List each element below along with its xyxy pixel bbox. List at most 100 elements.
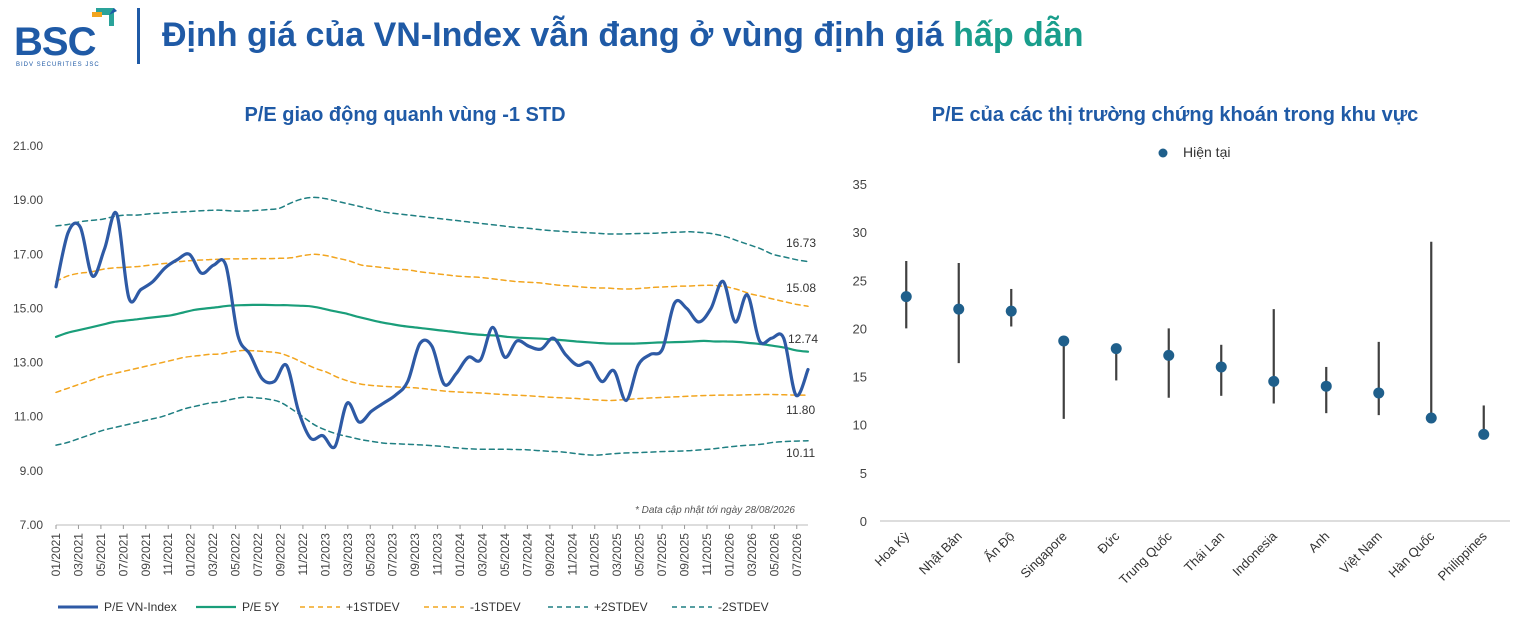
pe-legend-label: -1STDEV bbox=[470, 600, 521, 614]
series--1stdev bbox=[55, 349, 809, 402]
pe-legend-label: P/E 5Y bbox=[242, 600, 279, 614]
current-pe-point bbox=[1058, 335, 1070, 347]
region-y-tick-label: 10 bbox=[853, 418, 867, 433]
pe-x-tick-label: 01/2025 bbox=[588, 533, 602, 577]
pe-x-tick-label: 11/2025 bbox=[700, 533, 714, 576]
data-update-note: * Data cập nhật tới ngày 28/08/2026 bbox=[635, 505, 795, 516]
pe-vnindex-chart: P/E giao động quanh vùng -1 STD 7.00 9.00… bbox=[13, 104, 818, 614]
region-x-tick-label: Việt Nam bbox=[1337, 529, 1385, 577]
pe-x-tick-label: 07/2024 bbox=[520, 533, 534, 577]
pe-y-tick-label: 7.00 bbox=[20, 518, 44, 532]
pe-legend-label: P/E VN-Index bbox=[104, 600, 177, 614]
logo-subtitle: BIDV SECURITIES JSC bbox=[16, 62, 100, 68]
pe-y-tick-label: 9.00 bbox=[20, 464, 44, 478]
pe-x-tick-label: 01/2021 bbox=[49, 533, 63, 577]
pe-x-tick-label: 01/2026 bbox=[722, 533, 736, 577]
region-x-tick-label: Hoa Kỳ bbox=[872, 528, 913, 569]
region-x-tick-label: Singapore bbox=[1017, 529, 1070, 582]
region-x-tick-label: Indonesia bbox=[1229, 528, 1280, 579]
region-y-tick-label: 20 bbox=[853, 321, 867, 336]
pe-y-tick-label: 19.00 bbox=[13, 193, 43, 207]
end-label-minus1: 11.80 bbox=[786, 403, 815, 417]
series-p-e-5y bbox=[54, 303, 810, 353]
bsc-logo[interactable]: BSC BIDV SECURITIES JSC bbox=[12, 4, 122, 72]
pe-x-tick-label: 03/2024 bbox=[476, 533, 490, 577]
pe-legend-label: +2STDEV bbox=[594, 600, 648, 614]
pe-x-tick-label: 05/2023 bbox=[363, 533, 377, 577]
pe-x-tick-label: 03/2023 bbox=[341, 533, 355, 577]
region-y-tick-label: 25 bbox=[853, 273, 867, 288]
region-y-tick-label: 35 bbox=[853, 177, 867, 192]
pe-x-tick-label: 01/2023 bbox=[318, 533, 332, 577]
pe-x-tick-label: 07/2026 bbox=[790, 533, 804, 577]
region-x-tick-label: Ấn Độ bbox=[981, 529, 1017, 565]
region-marks bbox=[900, 241, 1490, 440]
pe-x-tick-label: 05/2022 bbox=[229, 533, 243, 577]
current-pe-point bbox=[1110, 343, 1122, 355]
pe-x-tick-label: 03/2022 bbox=[206, 533, 220, 577]
current-pe-point bbox=[1373, 387, 1385, 399]
pe-x-tick-label: 03/2025 bbox=[610, 533, 624, 577]
pe-x-tick-label: 05/2026 bbox=[767, 533, 781, 577]
pe-legend-label: +1STDEV bbox=[346, 600, 400, 614]
region-x-tick-label: Hàn Quốc bbox=[1385, 528, 1437, 580]
page-title-accent: hấp dẫn bbox=[953, 16, 1084, 54]
current-pe-point bbox=[1425, 412, 1437, 424]
end-label-minus2: 10.11 bbox=[786, 446, 815, 460]
region-y-tick-label: 5 bbox=[860, 466, 867, 481]
pe-x-tick-label: 07/2021 bbox=[116, 533, 130, 577]
current-pe-point bbox=[953, 303, 965, 315]
pe-x-tick-labels: 01/2021 03/2021 05/2021 07/2021 09/2021 11/20… bbox=[49, 525, 804, 576]
series--2stdev bbox=[55, 396, 809, 456]
pe-x-tick-label: 09/2022 bbox=[273, 533, 287, 577]
current-pe-point bbox=[900, 291, 912, 303]
legend-current-label: Hiện tại bbox=[1183, 144, 1230, 160]
pe-x-tick-label: 09/2025 bbox=[678, 533, 692, 577]
regional-pe-chart: P/E của các thị trường chứng khoán trong… bbox=[853, 104, 1510, 587]
pe-x-tick-label: 03/2021 bbox=[71, 533, 85, 577]
region-x-tick-label: Trung Quốc bbox=[1116, 528, 1175, 587]
pe-series-group bbox=[54, 196, 810, 456]
pe-legend: P/E VN-Index P/E 5Y +1STDEV -1STDEV +2STDEV -… bbox=[58, 600, 769, 614]
region-y-tick-label: 15 bbox=[853, 370, 867, 385]
pe-x-tick-label: 11/2022 bbox=[296, 533, 310, 576]
current-pe-point bbox=[1320, 380, 1332, 392]
page-title-main: Định giá của VN-Index vẫn đang ở vùng đị… bbox=[162, 16, 954, 54]
current-pe-point bbox=[1005, 305, 1017, 317]
region-x-tick-label: Thái Lan bbox=[1181, 529, 1227, 575]
pe-y-tick-label: 21.00 bbox=[13, 139, 43, 153]
pe-x-tick-label: 05/2024 bbox=[498, 533, 512, 577]
region-y-tick-label: 0 bbox=[860, 514, 867, 529]
pe-x-tick-label: 09/2021 bbox=[139, 533, 153, 577]
pe-x-tick-label: 05/2025 bbox=[633, 533, 647, 577]
series-p-e-vn-index bbox=[54, 210, 810, 450]
pe-chart-title: P/E giao động quanh vùng -1 STD bbox=[244, 104, 565, 126]
current-pe-point bbox=[1163, 349, 1175, 361]
end-label-plus1: 15.08 bbox=[786, 281, 816, 295]
pe-x-tick-label: 01/2024 bbox=[453, 533, 467, 577]
region-x-tick-label: Philippines bbox=[1435, 528, 1490, 583]
pe-x-tick-label: 05/2021 bbox=[94, 533, 108, 577]
pe-x-tick-label: 07/2025 bbox=[655, 533, 669, 577]
pe-y-tick-label: 17.00 bbox=[13, 247, 43, 261]
logo-text: BSC bbox=[14, 20, 96, 64]
pe-y-tick-label: 15.00 bbox=[13, 301, 43, 315]
pe-x-tick-label: 11/2023 bbox=[431, 533, 445, 576]
region-x-tick-label: Nhật Bản bbox=[916, 529, 965, 578]
pe-y-tick-label: 11.00 bbox=[14, 410, 43, 424]
current-pe-point bbox=[1215, 361, 1227, 373]
pe-x-tick-label: 11/2024 bbox=[565, 533, 579, 576]
pe-x-tick-label: 07/2023 bbox=[386, 533, 400, 577]
region-chart-title: P/E của các thị trường chứng khoán trong… bbox=[932, 104, 1419, 126]
region-x-tick-label: Anh bbox=[1305, 529, 1332, 556]
pe-x-tick-label: 09/2024 bbox=[543, 533, 557, 577]
pe-x-tick-label: 09/2023 bbox=[408, 533, 422, 577]
current-pe-point bbox=[1268, 375, 1280, 387]
pe-x-tick-label: 03/2026 bbox=[745, 533, 759, 577]
page-title: Định giá của VN-Index vẫn đang ở vùng đị… bbox=[162, 16, 1083, 55]
header: BSC BIDV SECURITIES JSC Định giá của VN-… bbox=[0, 0, 1522, 80]
pe-x-tick-label: 11/2021 bbox=[161, 533, 175, 576]
pe-y-tick-label: 13.00 bbox=[13, 356, 43, 370]
logo-arrow-icon bbox=[92, 8, 117, 26]
